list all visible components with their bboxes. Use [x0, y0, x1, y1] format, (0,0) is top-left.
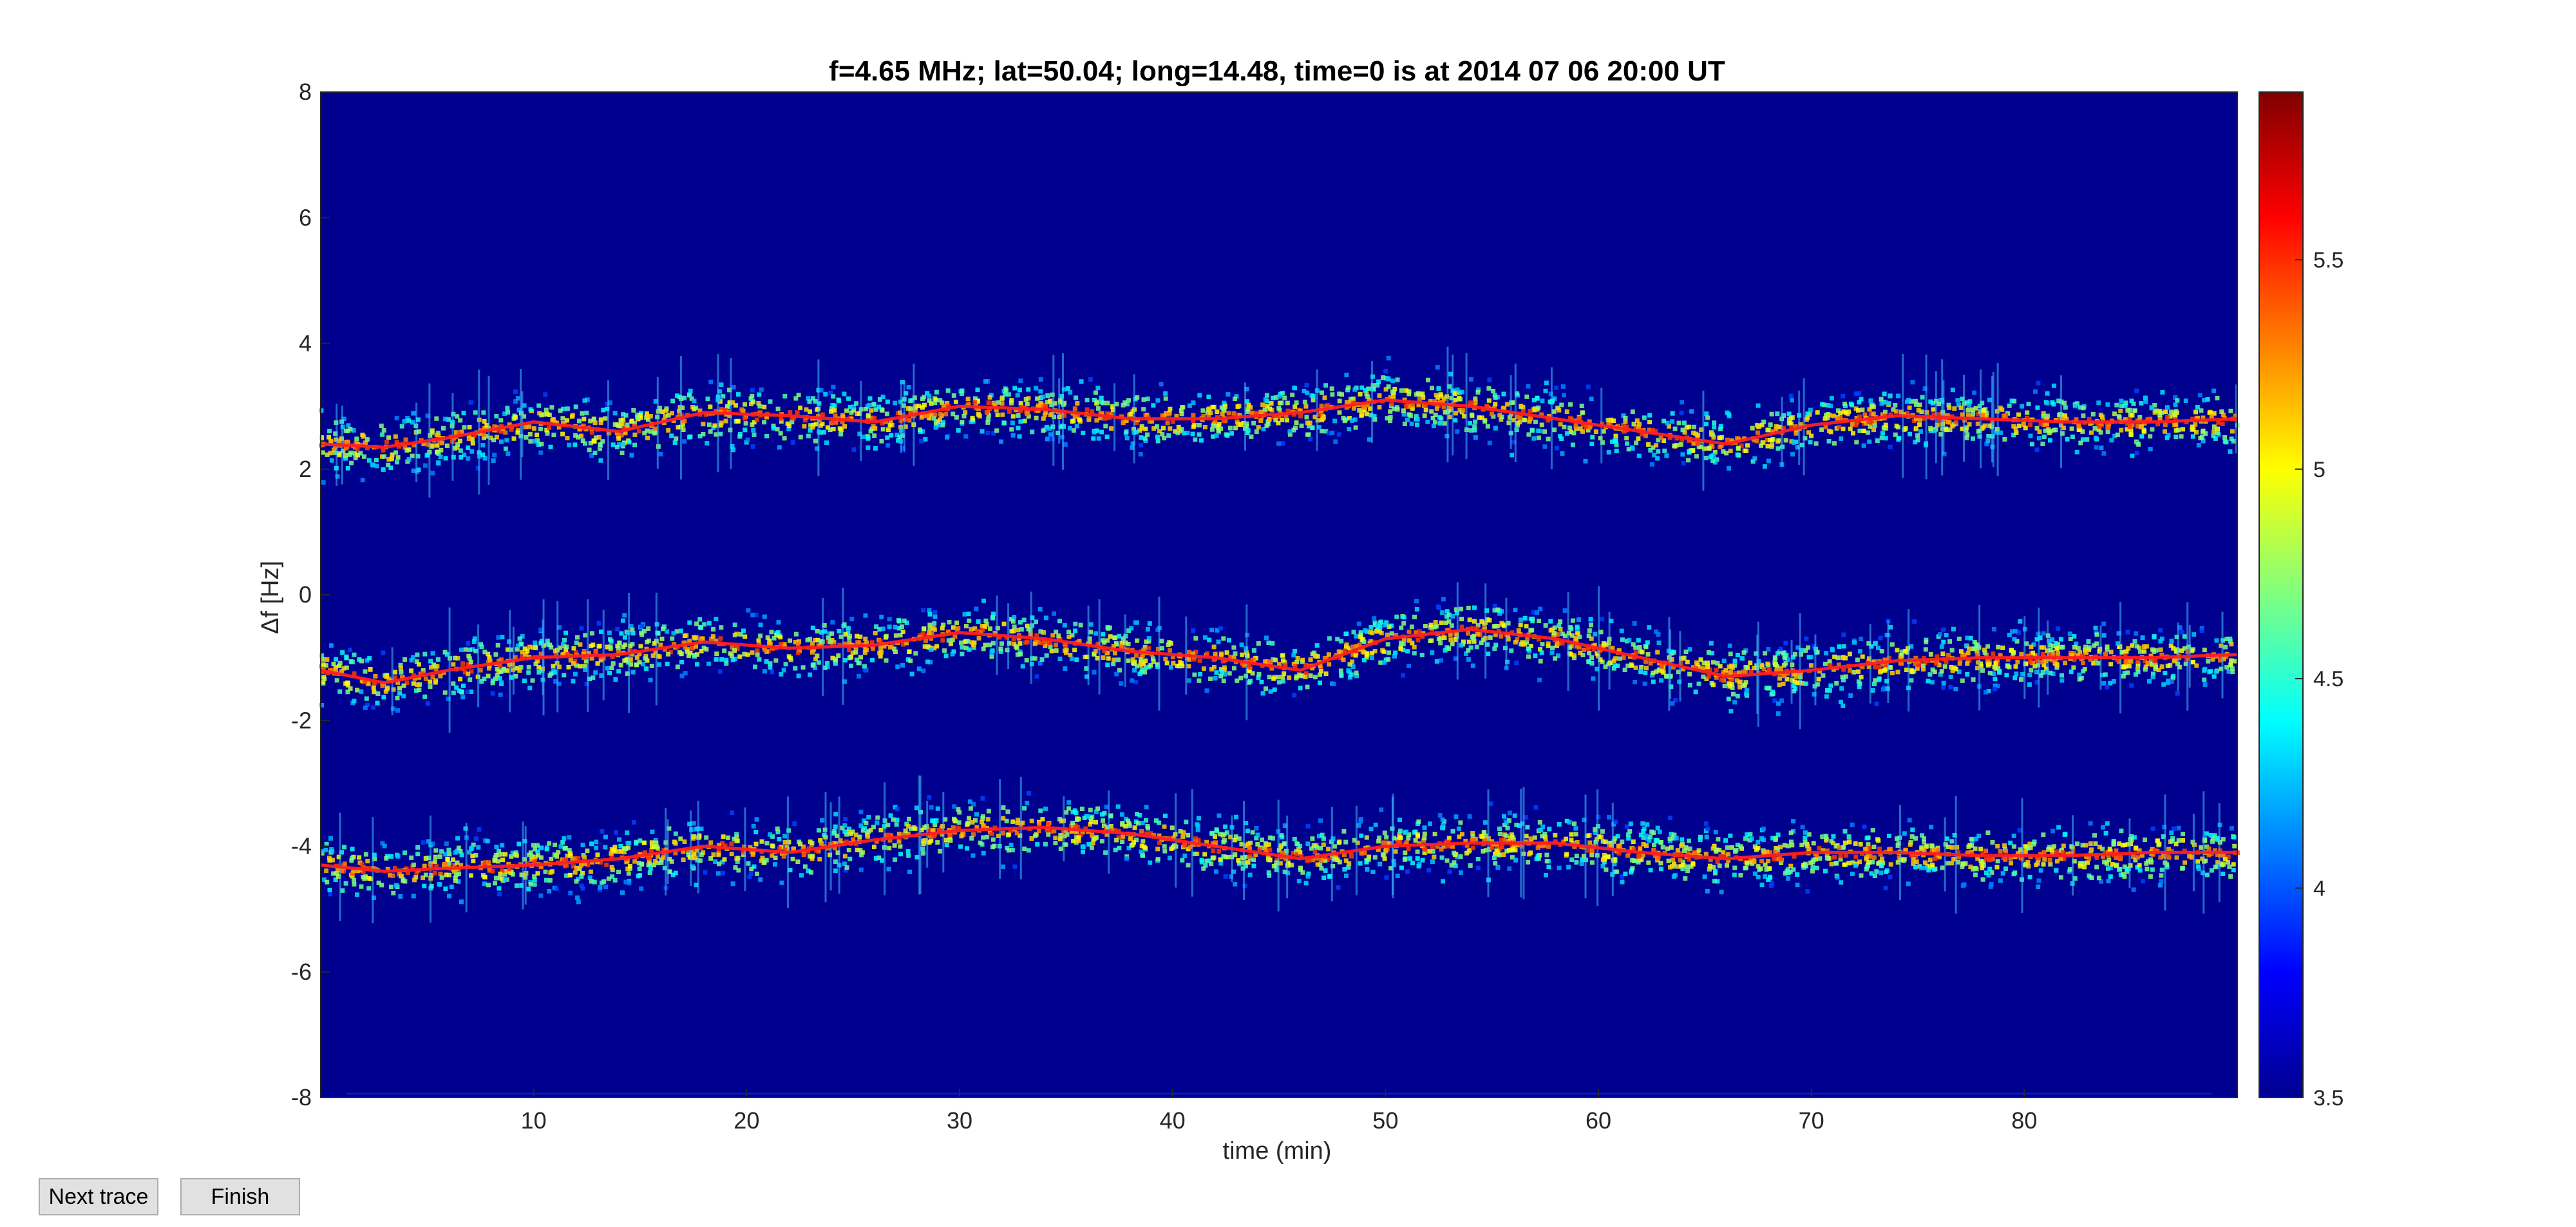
finish-button[interactable]: Finish: [180, 1178, 300, 1215]
plot-background: [321, 92, 2237, 1098]
y-tick-label: 2: [299, 456, 312, 482]
y-tick-label: 0: [299, 581, 312, 608]
colorbar-tick-label: 5.5: [2313, 248, 2344, 272]
y-tick-label: -2: [291, 707, 312, 733]
colorbar-tick-label: 4: [2313, 877, 2325, 901]
y-tick-label: -4: [291, 833, 312, 859]
x-tick-label: 40: [1160, 1107, 1186, 1134]
plot-area: [319, 91, 2240, 1098]
y-tick-label: 8: [299, 79, 312, 105]
y-tick-label: -6: [291, 959, 312, 985]
x-tick-label: 60: [1586, 1107, 1611, 1134]
colorbar-tick-label: 4.5: [2313, 667, 2344, 691]
colorbar-gradient: [2259, 91, 2304, 1098]
x-tick-label: 80: [2011, 1107, 2037, 1134]
y-tick-label: 4: [299, 330, 312, 357]
x-tick-label: 50: [1372, 1107, 1398, 1134]
x-tick-label: 70: [1799, 1107, 1824, 1134]
trace-line-1: [320, 398, 2238, 449]
y-tick-label: 6: [299, 204, 312, 230]
x-tick-label: 10: [521, 1107, 547, 1134]
colorbar: 3.5 4 4.5 5 5.5: [2259, 91, 2344, 1110]
y-tick-label: -8: [291, 1084, 312, 1110]
trace-line-2: [320, 628, 2238, 685]
colorbar-tick-label: 5: [2313, 458, 2325, 482]
next-trace-button[interactable]: Next trace: [39, 1178, 158, 1215]
y-axis-label: Δf [Hz]: [257, 561, 284, 634]
axes: 10 20 30 40 50 60 70 80 -8 -6 -4 -2 0 2 4 6 8: [291, 79, 2037, 1134]
colorbar-tick-label: 3.5: [2313, 1086, 2344, 1110]
chart-title: f=4.65 MHz; lat=50.04; long=14.48, time=…: [829, 55, 1725, 87]
trace-line-3: [320, 825, 2237, 873]
x-tick-label: 20: [734, 1107, 759, 1134]
x-tick-label: 30: [947, 1107, 972, 1134]
x-axis-label: time (min): [1223, 1138, 1332, 1165]
